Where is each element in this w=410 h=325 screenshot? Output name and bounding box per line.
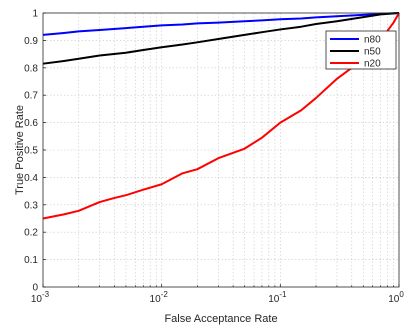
legend-label-n20: n20 [364, 59, 381, 70]
y-tick-label: 0.6 [24, 118, 38, 129]
x-axis-label: False Acceptance Rate [164, 313, 277, 325]
y-tick-label: 0.2 [24, 228, 38, 239]
x-tick-label: 100 [388, 290, 404, 305]
y-tick-label: 0.8 [24, 63, 38, 74]
x-tick-label: 10-3 [31, 290, 50, 305]
series-line-n50 [42, 12, 400, 65]
x-tick-label: 10-2 [150, 290, 169, 305]
y-tick-label: 0.9 [24, 36, 38, 47]
y-tick-label: 0.4 [24, 173, 38, 184]
y-axis-label: True Positive Rate [14, 105, 26, 195]
grid-lines [43, 13, 399, 287]
y-tick-label: 0 [32, 283, 38, 294]
legend-label-n80: n80 [364, 35, 381, 46]
axis-ticks: 0 0.1 0.2 0.3 0.4 0.5 0.6 0.7 0.8 0.9 1 10-3 10-2 10-… [24, 9, 404, 306]
x-tick-label: 10-1 [268, 290, 287, 305]
series-line-n80 [42, 12, 400, 36]
y-tick-label: 0.1 [24, 255, 38, 266]
y-tick-label: 0.7 [24, 91, 38, 102]
y-tick-label: 0.3 [24, 200, 38, 211]
legend-label-n50: n50 [364, 47, 381, 58]
y-tick-label: 1 [32, 9, 38, 20]
y-tick-label: 0.5 [24, 146, 38, 157]
